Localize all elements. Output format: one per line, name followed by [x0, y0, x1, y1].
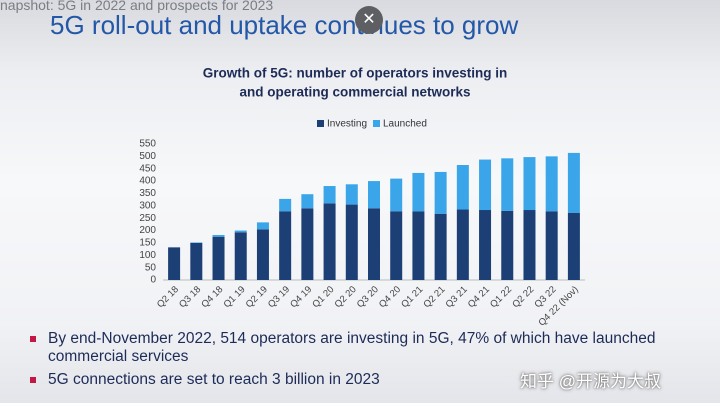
- video-overlay-title: napshot: 5G in 2022 and prospects for 20…: [0, 0, 274, 13]
- y-tick-label: 250: [139, 213, 156, 224]
- y-tick-label: 450: [139, 163, 156, 174]
- bar-segment: [323, 186, 336, 204]
- bar-segment: [479, 210, 492, 280]
- bar-segment: [434, 171, 447, 214]
- bar-segment: [323, 203, 336, 280]
- bullet: 5G connections are set to reach 3 billio…: [28, 371, 688, 389]
- bar-segment: [412, 211, 425, 280]
- bar-segment: [390, 178, 403, 212]
- bar-segment: [501, 158, 514, 211]
- x-tick-label: Q4 18: [199, 284, 225, 310]
- x-tick-label: Q3 18: [177, 284, 203, 310]
- bar-segment: [256, 222, 269, 230]
- y-tick-label: 550: [139, 139, 156, 150]
- x-tick-label: Q4 20: [377, 284, 403, 310]
- bar-segment: [212, 236, 225, 280]
- bar-segment: [523, 210, 536, 280]
- x-tick-label: Q2 19: [244, 284, 270, 310]
- bar-segment: [368, 208, 380, 280]
- chart: 5G roll-out and uptake continues to grow…: [50, 10, 585, 328]
- bar-segment: [434, 213, 447, 280]
- bullet-list: By end-November 2022, 514 operators are …: [28, 330, 688, 394]
- x-tick-label: Q2 18: [155, 284, 181, 310]
- x-tick-label: Q2 22: [510, 284, 536, 310]
- chart-title: and operating commercial networks: [239, 85, 470, 100]
- bar-segment: [456, 209, 469, 280]
- x-tick-label: Q2 20: [333, 284, 359, 310]
- bar-segment: [234, 230, 247, 233]
- legend-swatch: [373, 120, 380, 127]
- bar-segment: [190, 242, 203, 280]
- x-tick-label: Q4 21: [466, 284, 492, 310]
- x-tick-label: Q1 19: [222, 284, 248, 310]
- x-tick-label: Q3 21: [444, 284, 470, 310]
- bar-segment: [301, 194, 314, 209]
- x-tick-label: Q1 21: [399, 284, 425, 310]
- bar-segment: [345, 184, 358, 205]
- x-tick-label: Q1 22: [488, 284, 514, 310]
- y-tick-label: 0: [150, 275, 156, 286]
- x-tick-label: Q4 19: [288, 284, 314, 310]
- bar-segment: [168, 247, 181, 280]
- bar-segment: [523, 157, 536, 211]
- bar-segment: [567, 212, 580, 280]
- y-tick-label: 50: [145, 262, 157, 273]
- bar-segment: [390, 211, 403, 280]
- y-tick-label: 400: [139, 176, 156, 187]
- bar-segment: [256, 229, 269, 280]
- bullet: By end-November 2022, 514 operators are …: [28, 330, 688, 366]
- close-button[interactable]: ✕: [355, 6, 383, 34]
- bar-segment: [567, 152, 580, 213]
- legend-label: Launched: [383, 119, 427, 130]
- y-tick-label: 100: [139, 250, 156, 261]
- bar-segment: [234, 232, 247, 280]
- y-tick-label: 300: [139, 200, 156, 211]
- y-tick-label: 350: [139, 188, 156, 199]
- slide-title: 5G roll-out and uptake continues to grow: [50, 10, 519, 40]
- bar-segment: [545, 156, 558, 212]
- bar-segment: [412, 172, 425, 212]
- legend-swatch: [317, 120, 324, 127]
- legend-label: Investing: [327, 119, 367, 130]
- bar-segment: [301, 208, 314, 280]
- bar-segment: [545, 211, 558, 280]
- bar-segment: [456, 165, 469, 210]
- bar-segment: [279, 198, 292, 212]
- bar-segment: [212, 234, 225, 237]
- chart-title: Growth of 5G: number of operators invest…: [203, 66, 508, 81]
- x-tick-label: Q3 19: [266, 284, 292, 310]
- y-tick-label: 150: [139, 238, 156, 249]
- bar-segment: [501, 210, 514, 280]
- bar-segment: [368, 181, 380, 209]
- watermark: 知乎 @开源为大叔: [520, 372, 661, 391]
- bar-segment: [345, 204, 358, 280]
- bar-segment: [279, 211, 292, 280]
- x-tick-label: Q1 20: [310, 284, 336, 310]
- y-tick-label: 500: [139, 151, 156, 162]
- bar-segment: [479, 159, 492, 211]
- y-tick-label: 200: [139, 225, 156, 236]
- x-tick-label: Q2 21: [421, 284, 447, 310]
- x-tick-label: Q3 20: [355, 284, 381, 310]
